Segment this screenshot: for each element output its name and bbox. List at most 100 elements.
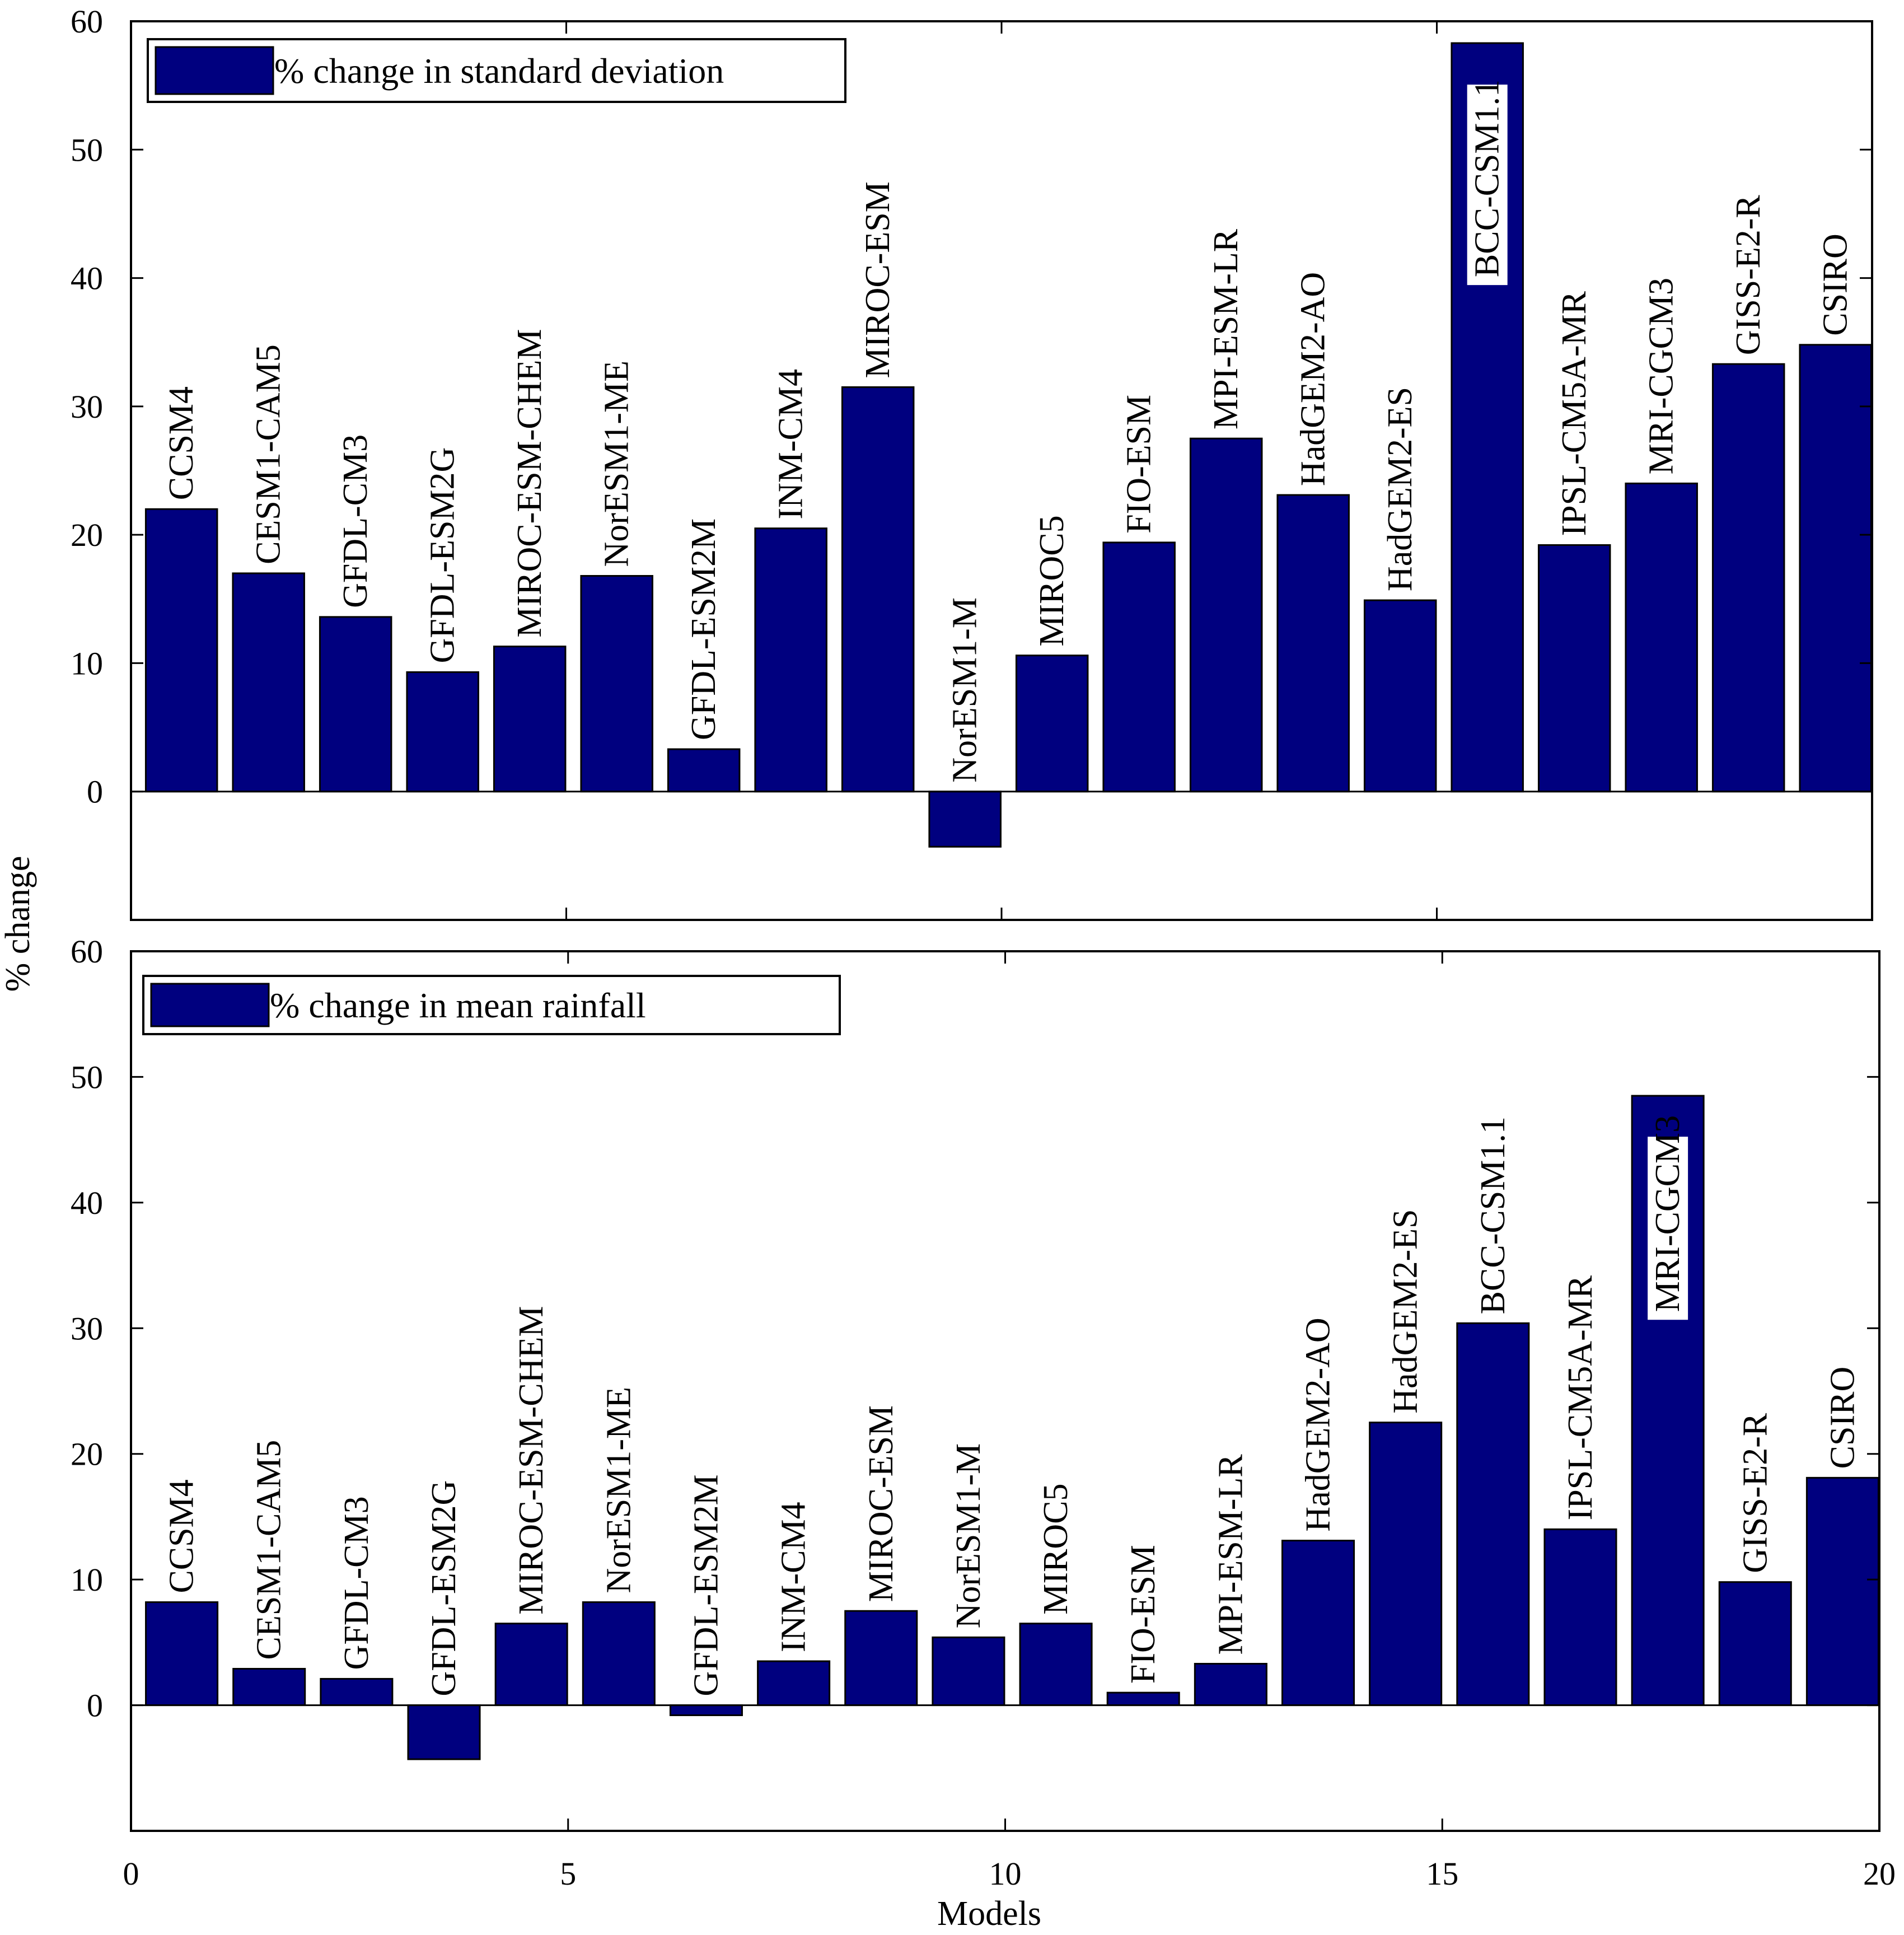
y-axis-label: % change [0, 856, 37, 992]
bar-label: GFDL-CM3 [336, 434, 375, 608]
bar-hadgem2-ao [1276, 494, 1350, 793]
x-tick-label: 20 [1863, 1855, 1896, 1892]
bar-inm-cm4 [754, 527, 827, 793]
y-tick-label: 10 [71, 1562, 103, 1598]
bar-label: INM-CM4 [775, 1502, 813, 1652]
y-tick-label: 30 [71, 389, 103, 425]
bar-gfdl-esm2m [669, 1704, 743, 1717]
bar-csiro [1799, 344, 1872, 793]
bar-label: NorESM1-M [946, 597, 984, 783]
bar-noresm1-me [582, 1601, 656, 1707]
x-tick-label: 15 [1426, 1855, 1458, 1892]
bar-fio-esm [1106, 1691, 1180, 1707]
bar-label: MIROC5 [1033, 515, 1071, 646]
y-tick-label: 60 [71, 933, 103, 970]
bar-mri-cgcm3 [1631, 1095, 1705, 1707]
bar-hadgem2-es [1363, 599, 1437, 793]
x-tick-label: 5 [560, 1855, 576, 1892]
bar-label: CSIRO [1823, 1367, 1861, 1469]
bar-label: CCSM4 [162, 386, 200, 500]
bar-label: HadGEM2-ES [1381, 387, 1419, 591]
bar-noresm1-me [580, 575, 653, 793]
bar-miroc5 [1019, 1623, 1093, 1707]
bar-fio-esm [1102, 541, 1176, 793]
bar-label: HadGEM2-ES [1387, 1209, 1425, 1414]
bar-gfdl-cm3 [319, 616, 392, 793]
bar-label: GFDL-ESM2G [425, 1480, 463, 1696]
bar-noresm1-m [932, 1636, 1005, 1707]
bar-mpi-esm-lr [1189, 437, 1263, 793]
bar-ccsm4 [145, 1601, 219, 1707]
y-tick-label: 50 [71, 1059, 103, 1095]
bar-label: FIO-ESM [1124, 1545, 1162, 1684]
bar-label: BCC-CSM1.1 [1468, 80, 1507, 277]
mean-rainfall-panel: CCSM4 CESM1-CAM5 GFDL-CM3 GFDL-ESM2G MIROC-E… [71, 933, 1896, 1892]
y-tick-label: 10 [71, 645, 103, 681]
y-tick-label: 60 [71, 3, 103, 40]
y-tick-label: 40 [71, 1185, 103, 1221]
y-tick-label: 0 [87, 774, 103, 810]
bar-bcc-csm1-1 [1456, 1322, 1530, 1707]
legend-label: % change in mean rainfall [270, 985, 646, 1025]
bar-gfdl-cm3 [320, 1677, 394, 1707]
x-axis-label: Models [937, 1895, 1041, 1933]
bar-label: GFDL-CM3 [338, 1496, 376, 1670]
bar-label: CESM1-CAM5 [250, 344, 288, 564]
bar-miroc-esm-chem [494, 1623, 568, 1707]
legend-swatch [155, 46, 274, 95]
bar-cesm1-cam5 [232, 572, 305, 793]
bar-label: IPSL-CM5A-MR [1555, 291, 1593, 536]
bar-label: MIROC5 [1037, 1483, 1075, 1614]
bar-label: NorESM1-ME [600, 1387, 638, 1593]
x-tick-label: 0 [123, 1855, 139, 1892]
std-dev-panel: CCSM4 CESM1-CAM5 GFDL-CM3 GFDL-ESM2G MIROC-E… [71, 3, 1873, 921]
bar-hadgem2-es [1369, 1422, 1443, 1707]
y-tick-label: 30 [71, 1310, 103, 1347]
bar-label: BCC-CSM1.1 [1474, 1116, 1512, 1314]
x-tick-label: 10 [989, 1855, 1022, 1892]
bar-label: IPSL-CM5A-MR [1561, 1275, 1599, 1520]
label-background [1467, 85, 1508, 286]
bar-label: NorESM1-M [949, 1443, 988, 1629]
bar-label: MRI-CGCM3 [1643, 278, 1681, 474]
bar-label: MPI-ESM-LR [1207, 228, 1245, 429]
bar-mri-cgcm3 [1625, 482, 1698, 793]
bar-miroc-esm [841, 386, 915, 793]
bar-label: CCSM4 [163, 1479, 201, 1593]
y-tick-label: 20 [71, 517, 103, 553]
y-tick-label: 40 [71, 260, 103, 297]
bar-label: CESM1-CAM5 [250, 1440, 288, 1660]
label-background [1648, 1137, 1688, 1320]
bar-label: GISS-E2-R [1729, 195, 1767, 356]
bar-miroc5 [1015, 655, 1089, 793]
bar-ipsl-cm5a-mr [1537, 544, 1611, 793]
legend-swatch [150, 983, 270, 1027]
bar-mpi-esm-lr [1194, 1663, 1267, 1707]
bar-miroc-esm [844, 1610, 918, 1707]
y-tick-label: 50 [71, 132, 103, 168]
bar-cesm1-cam5 [232, 1667, 306, 1707]
bar-miroc-esm-chem [493, 646, 567, 793]
bar-label: HadGEM2-AO [1299, 1317, 1337, 1531]
bar-noresm1-m [928, 791, 1002, 848]
bar-label: GFDL-ESM2G [424, 447, 462, 663]
bar-ccsm4 [144, 508, 218, 793]
y-tick-label: 20 [71, 1436, 103, 1473]
bar-label: MIROC-ESM-CHEM [512, 1306, 550, 1615]
bar-gfdl-esm2g [407, 1704, 481, 1760]
y-tick-label: 0 [87, 1688, 103, 1724]
bar-csiro [1805, 1476, 1879, 1707]
bar-label: FIO-ESM [1120, 395, 1158, 534]
bar-label: GFDL-ESM2M [685, 518, 723, 740]
bar-label: GISS-E2-R [1736, 1413, 1774, 1573]
bar-label: MPI-ESM-LR [1211, 1454, 1250, 1655]
bar-gfdl-esm2g [406, 671, 479, 793]
legend-label: % change in standard deviation [274, 51, 724, 91]
bar-giss-e2-r [1718, 1581, 1792, 1707]
bar-label: MIROC-ESM-CHEM [511, 329, 549, 637]
bar-giss-e2-r [1711, 363, 1785, 793]
bar-label: MIROC-ESM [859, 181, 897, 378]
bar-label: MRI-CGCM3 [1649, 1115, 1687, 1312]
bar-label: INM-CM4 [772, 369, 810, 520]
